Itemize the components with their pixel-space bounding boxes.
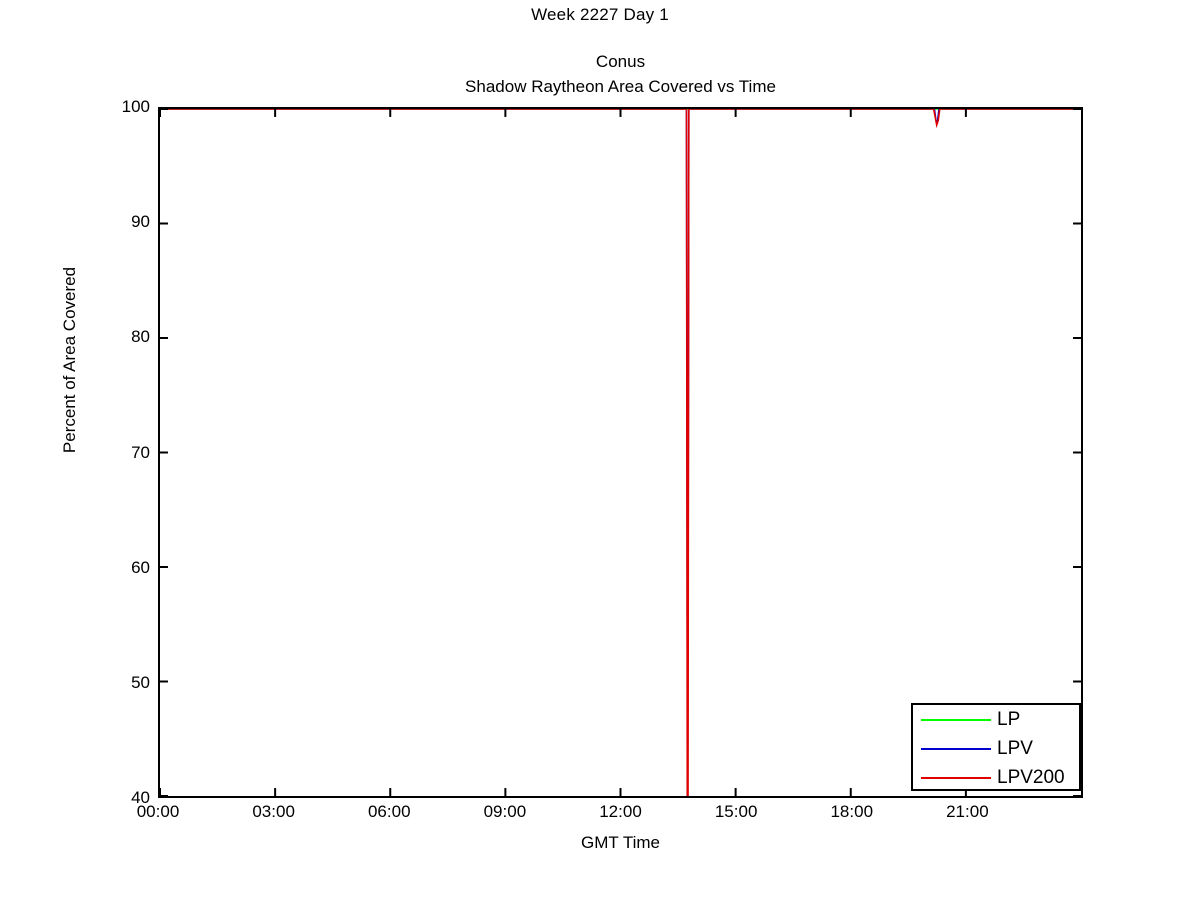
legend-item-lpv200[interactable]: LPV200 bbox=[913, 763, 1079, 792]
y-tick-label: 90 bbox=[131, 212, 150, 232]
x-tick-label: 15:00 bbox=[714, 802, 758, 821]
data-series-group bbox=[160, 109, 1081, 796]
y-tick-label: 60 bbox=[131, 557, 150, 577]
x-tick-label: 00:00 bbox=[136, 802, 180, 821]
legend-item-lp[interactable]: LP bbox=[913, 705, 1079, 734]
legend-color-swatch bbox=[921, 777, 991, 779]
figure-super-title: Week 2227 Day 1 bbox=[531, 5, 669, 24]
y-tick-label: 100 bbox=[121, 97, 150, 116]
x-tick-label: 18:00 bbox=[830, 802, 874, 821]
y-tick-marks bbox=[160, 109, 1081, 796]
y-axis-label: Percent of Area Covered bbox=[60, 266, 79, 454]
y-axis-tick-labels: 40 50 60 70 80 90 100 bbox=[88, 97, 150, 807]
y-tick-label: 50 bbox=[131, 672, 150, 692]
x-tick-marks bbox=[160, 109, 966, 796]
legend-color-swatch bbox=[921, 719, 991, 721]
y-tick-label: 80 bbox=[131, 327, 150, 347]
x-tick-label: 12:00 bbox=[599, 802, 642, 821]
legend-item-lpv[interactable]: LPV bbox=[913, 734, 1079, 763]
plot-lines-svg bbox=[160, 109, 1081, 796]
x-axis-label: GMT Time bbox=[580, 833, 661, 852]
x-tick-label: 09:00 bbox=[483, 802, 527, 821]
plot-area bbox=[158, 107, 1083, 798]
series-line-lpv200 bbox=[160, 109, 1081, 796]
series-line-lpv bbox=[160, 109, 1081, 639]
y-tick-label: 40 bbox=[131, 788, 150, 807]
x-tick-label: 03:00 bbox=[252, 802, 295, 821]
legend-label: LP bbox=[997, 709, 1021, 730]
legend-box[interactable]: LP LPV LPV200 bbox=[911, 703, 1081, 791]
axes-title-line1: Conus bbox=[595, 52, 646, 71]
x-tick-label: 21:00 bbox=[946, 802, 989, 821]
legend-color-swatch bbox=[921, 748, 991, 750]
legend-label: LPV200 bbox=[997, 767, 1065, 788]
y-tick-label: 70 bbox=[131, 442, 150, 462]
x-tick-label: 06:00 bbox=[367, 802, 411, 821]
legend-label: LPV bbox=[997, 738, 1033, 759]
axes-title: Conus Shadow Raytheon Area Covered vs Ti… bbox=[158, 49, 1083, 99]
x-axis-tick-labels: 00:00 03:00 06:00 09:00 12:00 15:00 18:00 21:00 bbox=[137, 802, 1083, 832]
axes-title-line2: Shadow Raytheon Area Covered vs Time bbox=[465, 77, 776, 96]
